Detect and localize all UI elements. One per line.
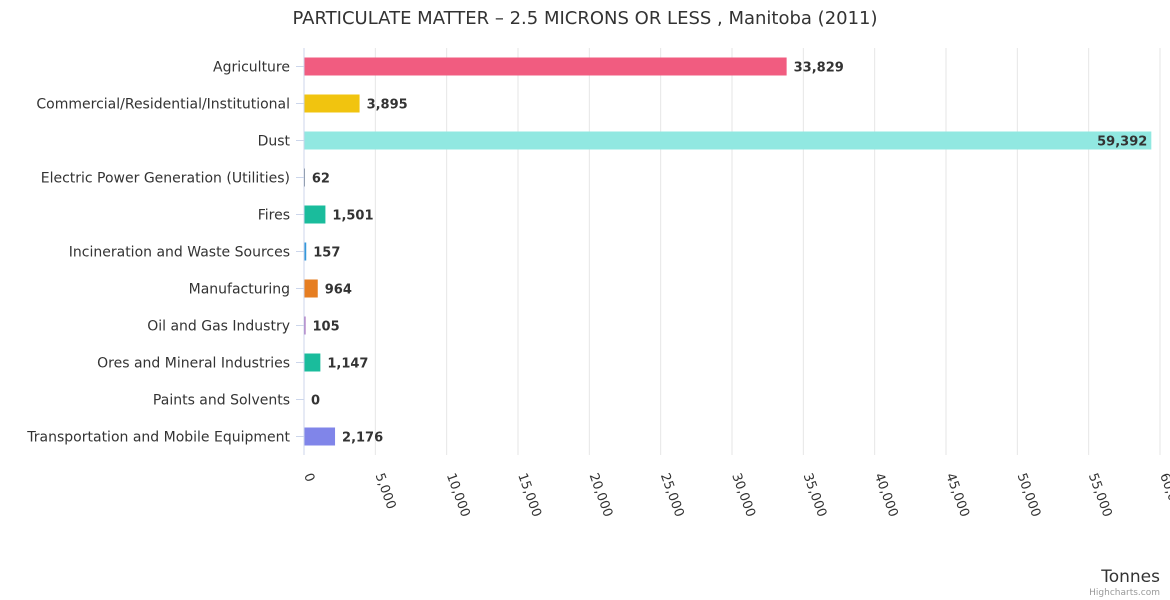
category-label: Manufacturing: [189, 282, 290, 298]
bar[interactable]: [304, 94, 360, 113]
category-label: Fires: [258, 208, 290, 224]
x-tick-label: 10,000: [443, 471, 473, 519]
category-label: Transportation and Mobile Equipment: [26, 430, 290, 446]
data-label: 0: [311, 394, 320, 409]
x-axis-title: Tonnes: [1100, 567, 1160, 587]
category-label: Oil and Gas Industry: [147, 319, 290, 335]
category-label: Agriculture: [213, 60, 290, 76]
x-tick-label: 45,000: [942, 471, 972, 519]
x-tick-label: 5,000: [372, 471, 399, 511]
x-tick-label: 55,000: [1085, 471, 1115, 519]
x-tick-label: 0: [300, 471, 317, 484]
bar[interactable]: [304, 242, 307, 261]
x-tick-label: 25,000: [657, 471, 687, 519]
bar[interactable]: [304, 131, 1152, 150]
category-label: Electric Power Generation (Utilities): [41, 171, 290, 187]
value-axis: 0 5,000 10,000 15,000 20,000 25,000 30,000 35,0…: [300, 471, 1170, 519]
data-label: 105: [312, 320, 339, 335]
bar[interactable]: [304, 427, 336, 446]
grid: [303, 48, 1161, 455]
data-label: 62: [312, 172, 330, 187]
category-label: Ores and Mineral Industries: [97, 356, 290, 372]
x-tick-label: 20,000: [586, 471, 616, 519]
x-tick-label: 40,000: [871, 471, 901, 519]
data-label: 59,392: [1097, 135, 1147, 150]
bar[interactable]: [304, 353, 321, 372]
bar[interactable]: [304, 205, 326, 224]
bar[interactable]: [304, 279, 318, 298]
x-tick-label: 50,000: [1014, 471, 1044, 519]
x-tick-label: 35,000: [800, 471, 830, 519]
data-label: 1,501: [332, 209, 373, 224]
data-labels: 33,829 3,895 59,392 62 1,501 157 964 105 1,147 0 2…: [311, 61, 1147, 446]
bars: [304, 57, 1152, 446]
x-tick-label: 60,000: [1156, 471, 1170, 519]
data-label: 964: [325, 283, 352, 298]
category-label: Paints and Solvents: [153, 393, 290, 409]
bar[interactable]: [304, 316, 306, 335]
category-axis: Agriculture Commercial/Residential/Instit…: [26, 48, 305, 455]
data-label: 3,895: [367, 98, 408, 113]
data-label: 33,829: [794, 61, 844, 76]
category-label: Incineration and Waste Sources: [69, 245, 290, 261]
chart-title: PARTICULATE MATTER – 2.5 MICRONS OR LESS…: [292, 8, 877, 29]
bar[interactable]: [304, 57, 787, 76]
data-label: 157: [313, 246, 340, 261]
x-tick-label: 30,000: [728, 471, 758, 519]
credits-link[interactable]: Highcharts.com: [1089, 588, 1160, 598]
data-label: 2,176: [342, 431, 383, 446]
x-tick-label: 15,000: [514, 471, 544, 519]
data-label: 1,147: [327, 357, 368, 372]
category-label: Commercial/Residential/Institutional: [36, 97, 290, 113]
category-label: Dust: [258, 134, 291, 150]
